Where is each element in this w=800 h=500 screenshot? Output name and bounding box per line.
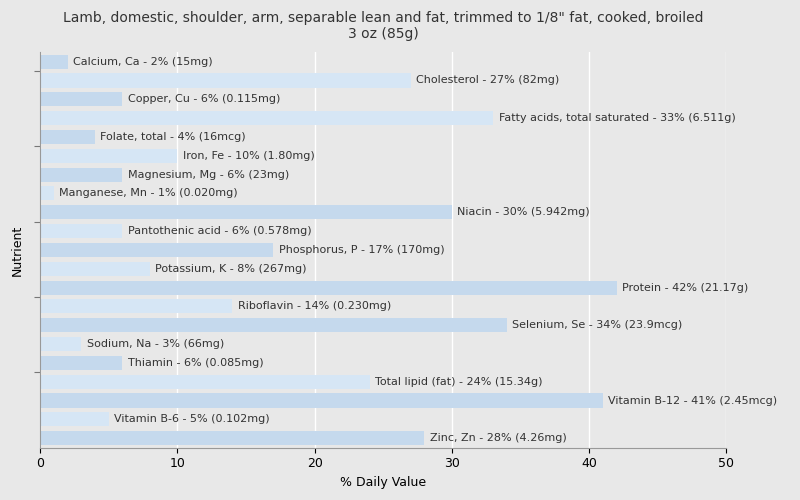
- X-axis label: % Daily Value: % Daily Value: [340, 476, 426, 489]
- Text: Potassium, K - 8% (267mg): Potassium, K - 8% (267mg): [155, 264, 307, 274]
- Text: Fatty acids, total saturated - 33% (6.511g): Fatty acids, total saturated - 33% (6.51…: [498, 113, 735, 123]
- Bar: [40, 356, 122, 370]
- Bar: [40, 54, 67, 68]
- Text: Vitamin B-12 - 41% (2.45mcg): Vitamin B-12 - 41% (2.45mcg): [608, 396, 778, 406]
- Bar: [40, 74, 410, 88]
- Bar: [40, 300, 232, 314]
- Text: Iron, Fe - 10% (1.80mg): Iron, Fe - 10% (1.80mg): [183, 151, 314, 161]
- Bar: [40, 262, 150, 276]
- Text: Protein - 42% (21.17g): Protein - 42% (21.17g): [622, 282, 748, 292]
- Text: Niacin - 30% (5.942mg): Niacin - 30% (5.942mg): [458, 207, 590, 217]
- Title: Lamb, domestic, shoulder, arm, separable lean and fat, trimmed to 1/8" fat, cook: Lamb, domestic, shoulder, arm, separable…: [63, 11, 703, 42]
- Bar: [40, 130, 95, 144]
- Y-axis label: Nutrient: Nutrient: [11, 224, 24, 276]
- Text: Thiamin - 6% (0.085mg): Thiamin - 6% (0.085mg): [128, 358, 263, 368]
- Bar: [40, 412, 109, 426]
- Text: Vitamin B-6 - 5% (0.102mg): Vitamin B-6 - 5% (0.102mg): [114, 414, 270, 424]
- Text: Folate, total - 4% (16mcg): Folate, total - 4% (16mcg): [101, 132, 246, 142]
- Bar: [40, 243, 274, 257]
- Text: Total lipid (fat) - 24% (15.34g): Total lipid (fat) - 24% (15.34g): [375, 376, 542, 386]
- Bar: [40, 92, 122, 106]
- Bar: [40, 205, 452, 220]
- Bar: [40, 111, 493, 125]
- Bar: [40, 394, 603, 407]
- Bar: [40, 186, 54, 200]
- Text: Riboflavin - 14% (0.230mg): Riboflavin - 14% (0.230mg): [238, 302, 391, 312]
- Text: Manganese, Mn - 1% (0.020mg): Manganese, Mn - 1% (0.020mg): [59, 188, 238, 198]
- Text: Zinc, Zn - 28% (4.26mg): Zinc, Zn - 28% (4.26mg): [430, 433, 566, 443]
- Text: Selenium, Se - 34% (23.9mcg): Selenium, Se - 34% (23.9mcg): [512, 320, 682, 330]
- Bar: [40, 374, 370, 389]
- Bar: [40, 148, 178, 163]
- Text: Copper, Cu - 6% (0.115mg): Copper, Cu - 6% (0.115mg): [128, 94, 280, 104]
- Bar: [40, 318, 506, 332]
- Bar: [40, 280, 617, 294]
- Text: Sodium, Na - 3% (66mg): Sodium, Na - 3% (66mg): [86, 339, 224, 349]
- Text: Magnesium, Mg - 6% (23mg): Magnesium, Mg - 6% (23mg): [128, 170, 289, 179]
- Text: Pantothenic acid - 6% (0.578mg): Pantothenic acid - 6% (0.578mg): [128, 226, 311, 236]
- Text: Calcium, Ca - 2% (15mg): Calcium, Ca - 2% (15mg): [73, 56, 213, 66]
- Bar: [40, 431, 425, 446]
- Bar: [40, 168, 122, 181]
- Bar: [40, 224, 122, 238]
- Text: Phosphorus, P - 17% (170mg): Phosphorus, P - 17% (170mg): [279, 245, 445, 255]
- Bar: [40, 337, 82, 351]
- Text: Cholesterol - 27% (82mg): Cholesterol - 27% (82mg): [416, 76, 559, 86]
